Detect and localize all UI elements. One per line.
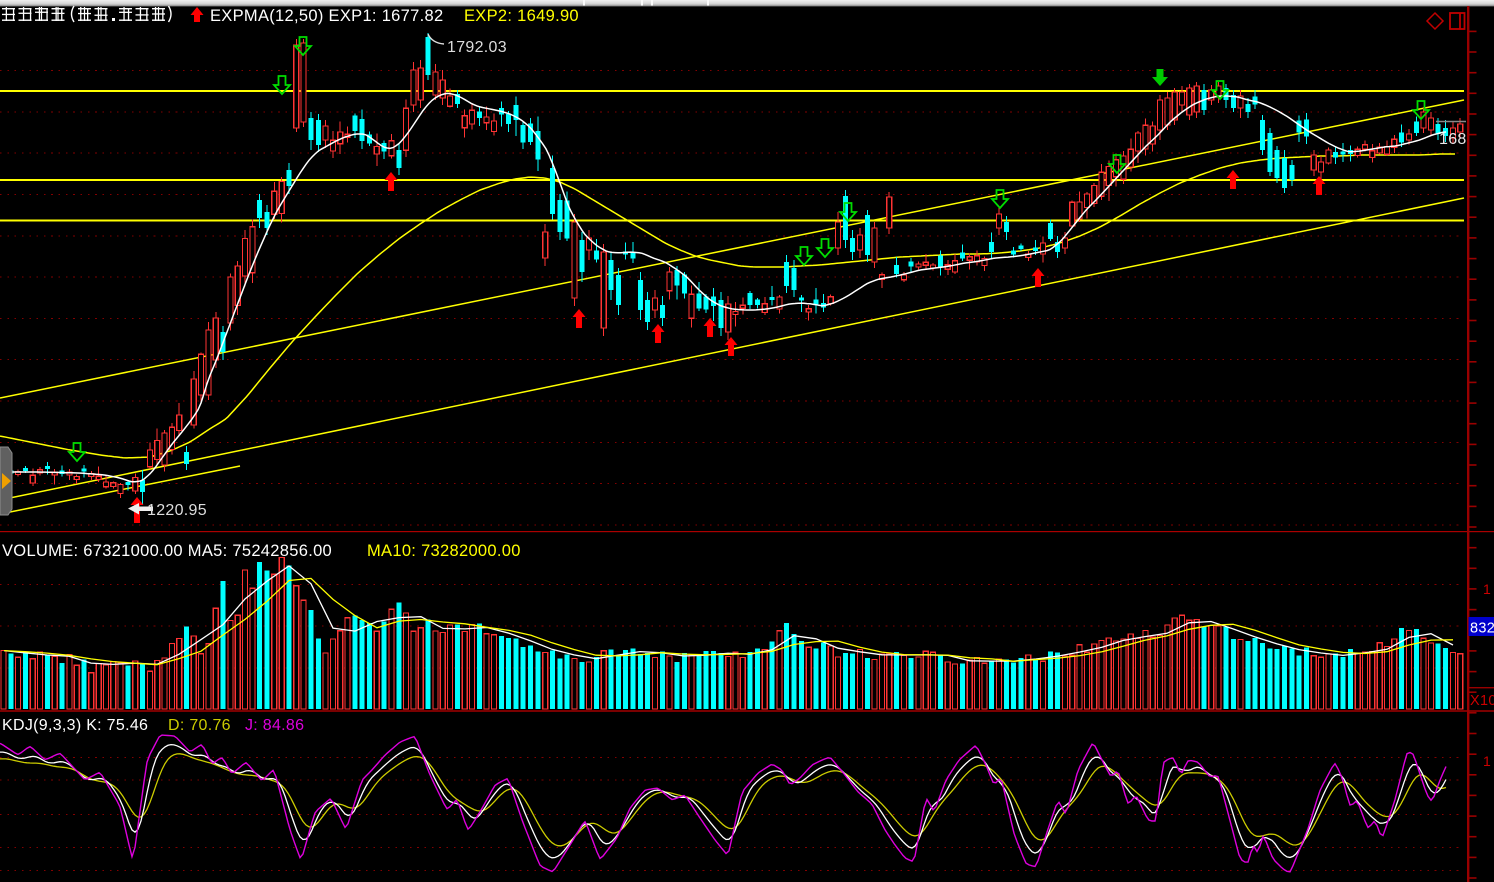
svg-text:X10: X10 — [1470, 693, 1494, 709]
svg-text:EXPMA(12,50) EXP1: 1677.82: EXPMA(12,50) EXP1: 1677.82 — [210, 7, 443, 25]
svg-text:1792.03: 1792.03 — [447, 39, 507, 56]
svg-text:1: 1 — [1483, 753, 1491, 769]
svg-text:J: 84.86: J: 84.86 — [245, 717, 304, 734]
svg-text:VOLUME: 67321000.00 MA5: 7524: VOLUME: 67321000.00 MA5: 75242856.00 — [2, 542, 332, 560]
svg-text:KDJ(9,3,3) K: 75.46: KDJ(9,3,3) K: 75.46 — [2, 717, 148, 734]
svg-text:1: 1 — [1483, 581, 1491, 597]
svg-text:1220.95: 1220.95 — [147, 502, 207, 519]
svg-text:D: 70.76: D: 70.76 — [168, 717, 231, 734]
svg-text:1688: 1688 — [1439, 131, 1476, 148]
svg-text:8323: 8323 — [1470, 621, 1494, 637]
svg-text:EXP2: 1649.90: EXP2: 1649.90 — [464, 7, 579, 25]
svg-text:MA10: 73282000.00: MA10: 73282000.00 — [367, 542, 521, 560]
